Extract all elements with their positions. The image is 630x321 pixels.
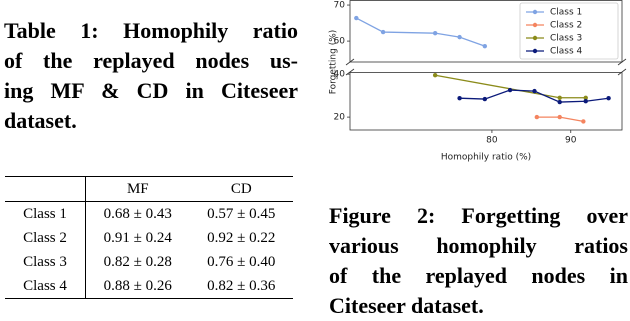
point xyxy=(507,87,513,93)
legend-label: Class 4 xyxy=(550,47,583,57)
legend-marker xyxy=(532,48,538,54)
figure-caption: Figure 2: Forgetting over various homoph… xyxy=(329,201,628,321)
caption-line: ing MF & CD in Citeseer xyxy=(4,78,298,103)
axis-break xyxy=(345,68,355,76)
table-cell: Class 1 xyxy=(5,201,86,226)
y-tick-label: 20 xyxy=(334,113,346,123)
table-cell: 0.88 ± 0.26 xyxy=(103,277,172,294)
axis-break xyxy=(617,58,627,66)
point xyxy=(532,88,537,94)
table-cell: 0.92 ± 0.22 xyxy=(207,229,276,246)
axis-break xyxy=(345,58,355,66)
y-tick-label: 40 xyxy=(334,70,346,80)
legend-marker xyxy=(532,9,538,15)
legend-label: Class 3 xyxy=(550,34,582,44)
corner-cell xyxy=(5,176,86,202)
point xyxy=(606,96,611,101)
point xyxy=(354,15,359,21)
caption-line: of the replayed nodes in xyxy=(329,263,628,288)
table-cell: Class 4 xyxy=(5,274,86,299)
caption-line: dataset. xyxy=(4,108,77,133)
table-caption: Table 1: Homophily ratio of the replayed… xyxy=(4,16,298,136)
point xyxy=(457,96,462,101)
point xyxy=(557,95,562,100)
table-cell: 0.82 ± 0.36 xyxy=(207,277,276,294)
legend-marker xyxy=(532,35,538,41)
point xyxy=(380,29,386,35)
series-line xyxy=(435,74,586,99)
point xyxy=(457,34,462,40)
caption-line: Table 1: Homophily ratio xyxy=(4,18,298,43)
x-tick-label: 90 xyxy=(565,136,577,146)
point xyxy=(482,96,488,102)
table-cell: 0.68 ± 0.43 xyxy=(103,205,172,222)
point xyxy=(432,73,438,78)
chart: 60 70 20 40 80 90 Homophily ratio (%) Forgettin… xyxy=(329,0,627,163)
caption-line: Citeseer dataset. xyxy=(329,293,484,318)
point xyxy=(534,114,540,120)
y-tick-label: 60 xyxy=(334,37,346,47)
table-row: Class 3 0.82 ± 0.28 0.76 ± 0.40 xyxy=(5,250,293,274)
table-cell: Class 3 xyxy=(5,250,86,274)
header-cell: MF xyxy=(126,180,149,197)
point xyxy=(581,119,586,124)
legend-box xyxy=(519,2,619,60)
table-cell: 0.82 ± 0.28 xyxy=(103,253,172,270)
caption-line: Figure 2: Forgetting over xyxy=(329,203,628,228)
y-tick-label: 70 xyxy=(334,1,346,11)
point xyxy=(583,99,588,104)
table-body: Class 1 0.68 ± 0.43 0.57 ± 0.45 Class 2 0.91… xyxy=(5,201,293,299)
point xyxy=(482,43,488,49)
table-cell: 0.57 ± 0.45 xyxy=(207,205,276,222)
table-row: Class 1 0.68 ± 0.43 0.57 ± 0.45 xyxy=(5,201,293,226)
plot-frame xyxy=(349,0,623,63)
series-line xyxy=(356,17,486,47)
table-cell: 0.76 ± 0.40 xyxy=(207,253,276,270)
y-axis-label: Forgetting (%) xyxy=(329,30,339,95)
legend-label: Class 1 xyxy=(550,8,582,18)
caption-line: of the replayed nodes us- xyxy=(4,48,298,73)
table-row: Class 4 0.88 ± 0.26 0.82 ± 0.36 xyxy=(5,274,293,299)
point xyxy=(557,114,562,120)
legend-marker xyxy=(532,22,538,28)
table-cell: Class 2 xyxy=(5,226,86,250)
x-tick-label: 80 xyxy=(486,136,498,146)
plot-frame xyxy=(349,72,623,131)
x-axis-label: Homophily ratio (%) xyxy=(441,153,531,163)
table-cell: 0.91 ± 0.24 xyxy=(103,229,172,246)
page: Table 1: Homophily ratio of the replayed… xyxy=(4,0,628,318)
point xyxy=(432,30,438,36)
results-table: MF CD Class 1 0.68 ± 0.43 0.57 ± 0.45 Class … xyxy=(5,176,293,299)
header-cell: CD xyxy=(230,180,252,197)
point xyxy=(557,99,562,105)
caption-line: various homophily ratios xyxy=(329,233,628,258)
table-row: Class 2 0.91 ± 0.24 0.92 ± 0.22 xyxy=(5,226,293,250)
point xyxy=(583,95,588,100)
legend-label: Class 2 xyxy=(550,21,582,31)
header-row: MF CD xyxy=(5,176,293,202)
axis-break xyxy=(617,68,627,76)
